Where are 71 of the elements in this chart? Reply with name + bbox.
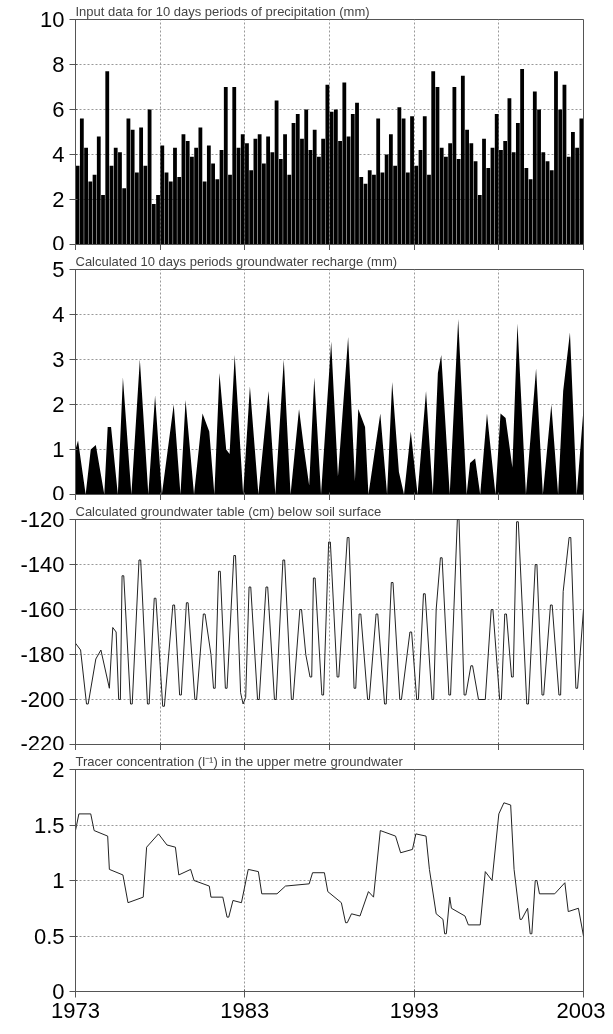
bar — [367, 170, 372, 245]
y-tick-label: 2 — [52, 392, 65, 417]
y-tick-label: 4 — [52, 142, 65, 167]
bar — [160, 145, 165, 245]
bar — [333, 109, 338, 245]
y-tick-label: 5 — [52, 257, 65, 282]
bar — [532, 91, 537, 245]
bar — [579, 118, 584, 245]
bar — [79, 118, 84, 245]
bar — [139, 127, 144, 245]
bar — [494, 114, 499, 245]
bar — [232, 87, 237, 245]
bar — [240, 134, 245, 245]
y-tick-label: -180 — [20, 642, 65, 667]
x-tick-label: 2003 — [556, 997, 606, 1023]
chart-title: Tracer concentration (l⁻¹) in the upper metre groundwater — [75, 753, 404, 769]
bar — [355, 102, 359, 245]
line-series — [75, 519, 584, 707]
bar — [571, 132, 575, 245]
y-tick-label: 3 — [52, 347, 65, 372]
y-tick-label: 6 — [52, 97, 65, 122]
bar — [431, 71, 436, 245]
bar — [266, 136, 271, 245]
bar — [376, 118, 381, 245]
y-tick-label: -200 — [20, 687, 65, 712]
bar — [460, 75, 465, 245]
y-tick-label: 2 — [52, 757, 65, 782]
bar — [105, 71, 110, 245]
y-tick-label: -160 — [20, 597, 65, 622]
chart-title: Calculated groundwater table (cm) below soil surface — [75, 503, 382, 519]
bar — [388, 134, 393, 245]
bar — [325, 84, 330, 245]
y-tick-label: -220 — [20, 730, 65, 756]
y-tick-label: 1.5 — [33, 812, 65, 838]
bar — [342, 82, 347, 245]
y-tick-label: -140 — [20, 552, 65, 577]
bar — [173, 147, 177, 245]
y-tick-label: 2 — [52, 187, 65, 212]
bar — [283, 134, 287, 245]
chart-title: Calculated 10 days periods groundwater recharge (mm) — [75, 253, 398, 269]
y-tick-label: 1 — [52, 437, 65, 462]
y-tick-label: 10 — [40, 7, 65, 32]
bar — [113, 147, 118, 245]
bar — [397, 107, 402, 245]
bar — [206, 145, 211, 245]
y-tick-label: 0 — [52, 230, 65, 256]
y-tick-label: 0.5 — [33, 923, 65, 949]
bar — [257, 134, 262, 245]
y-tick-label: -120 — [20, 507, 65, 532]
bar — [422, 116, 427, 245]
bar — [295, 114, 300, 245]
bar — [482, 138, 486, 245]
y-tick-label: 1 — [52, 868, 65, 893]
x-tick-label: 1993 — [389, 997, 439, 1023]
bar — [198, 127, 203, 245]
bar — [118, 152, 122, 245]
bar — [452, 87, 457, 245]
x-tick-label: 1983 — [220, 997, 270, 1023]
bar — [554, 71, 558, 245]
y-tick-label: 4 — [52, 302, 65, 327]
bar — [312, 129, 317, 245]
bar — [520, 69, 525, 245]
bar — [96, 136, 101, 245]
bar — [304, 109, 309, 245]
line-series — [75, 802, 584, 937]
bar — [410, 116, 414, 245]
y-tick-label: 8 — [52, 52, 65, 77]
y-tick-label: 0 — [52, 480, 65, 506]
y-tick-label: 0 — [52, 979, 65, 1004]
chart-title: Input data for 10 days periods of precipitation (mm) — [75, 3, 370, 19]
bar — [223, 87, 228, 245]
